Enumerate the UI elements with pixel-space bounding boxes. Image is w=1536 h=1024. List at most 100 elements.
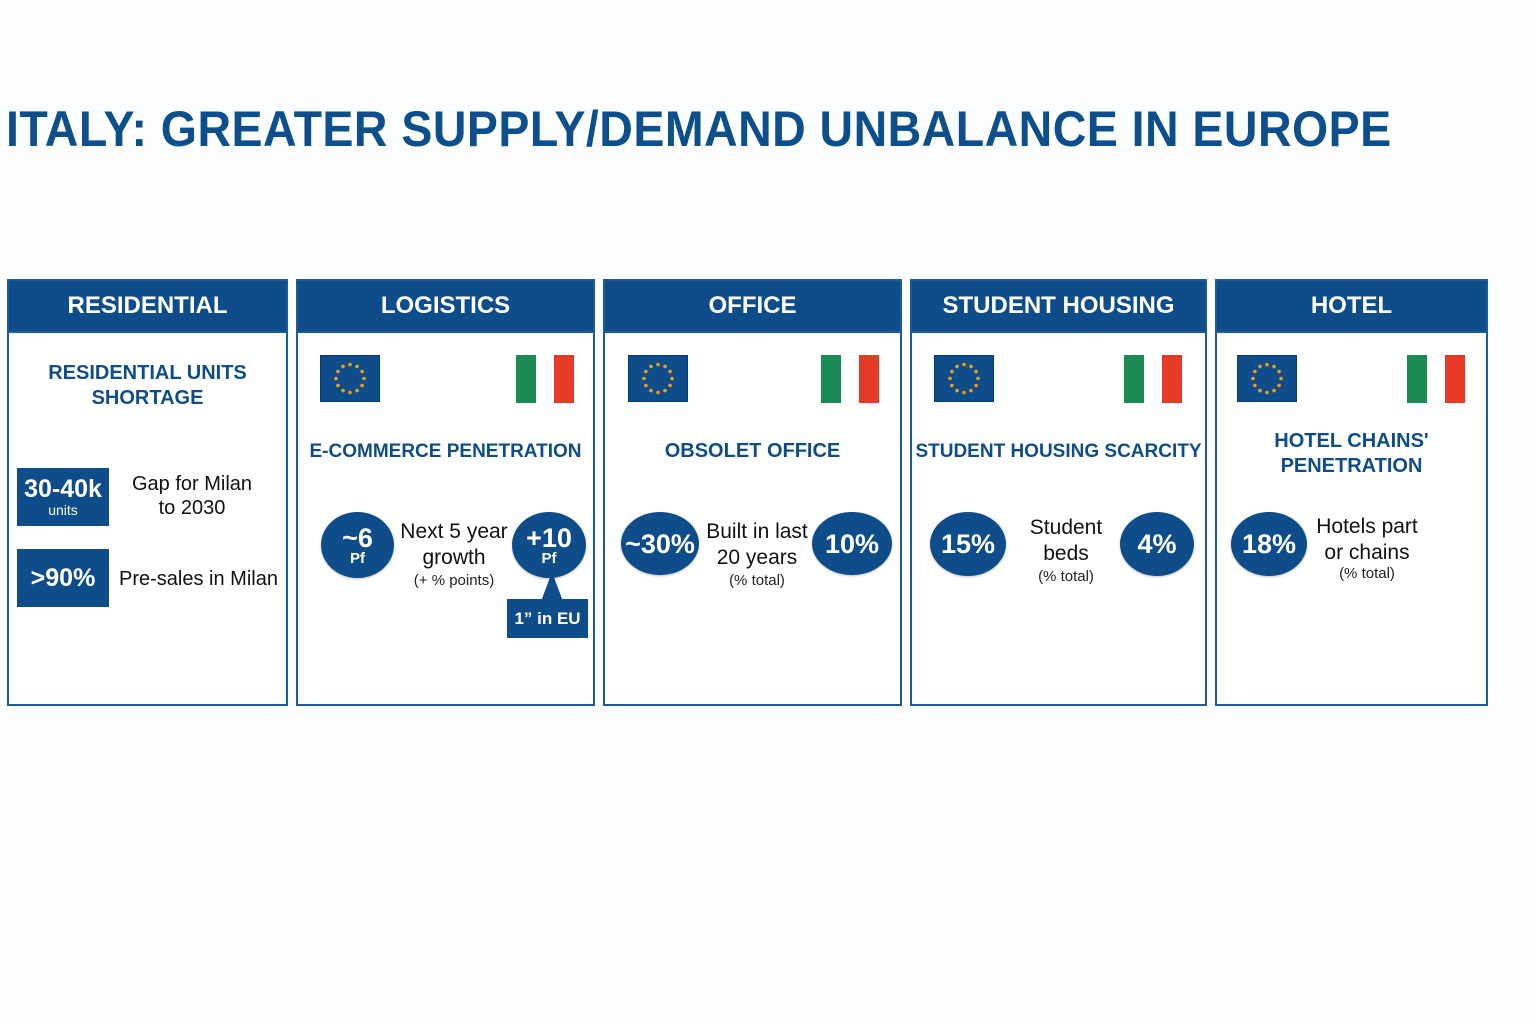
built-label: Built in last 20 years: [699, 519, 815, 571]
eu-star: [1272, 388, 1276, 393]
hotel-value: 18%: [1241, 529, 1297, 559]
eu-star: [1253, 383, 1257, 388]
eu-star: [348, 362, 352, 367]
italy-value: 10%: [824, 528, 880, 559]
panel-subtitle: STUDENT HOUSING SCARCITY: [915, 441, 1202, 462]
eu-star: [334, 376, 338, 381]
panel-subtitle: OBSOLET OFFICE: [664, 440, 841, 462]
presales-badge: >90%: [17, 549, 109, 607]
eu-flag-icon: [320, 355, 380, 402]
eu-star: [642, 376, 646, 381]
eu-value: ~30%: [625, 528, 695, 559]
eu-star: [1277, 383, 1281, 388]
eu-star: [974, 383, 978, 388]
hotels-label: Hotels part or chains: [1307, 514, 1427, 566]
units-gap-unit: units: [48, 502, 78, 518]
panel-subtitle: HOTEL CHAINS' PENETRATION: [1217, 429, 1486, 479]
eu-stars: [1251, 362, 1283, 395]
eu-star: [969, 364, 973, 369]
panel-residential: RESIDENTIAL RESIDENTIAL UNITS SHORTAGE 3…: [7, 279, 288, 706]
label-line: to 2030: [158, 497, 226, 519]
eu-flag-icon: [628, 355, 688, 402]
label-line: Gap for Milan: [131, 473, 253, 495]
eu-star: [950, 369, 954, 374]
eu-star: [336, 369, 340, 374]
eu-star: [955, 388, 959, 393]
italy-flag-icon: [516, 355, 574, 403]
built-note: (% total): [729, 572, 785, 589]
growth-label: Next 5 year growth: [394, 519, 514, 571]
callout-badge: 1” in EU: [507, 599, 588, 638]
eu-star: [1258, 388, 1262, 393]
presales-label: Pre-sales in Milan: [119, 568, 278, 590]
label-line: beds: [1043, 542, 1089, 565]
panel-office: OFFICE OBSOLET OFFICE ~30% Built in last…: [603, 279, 902, 706]
italy-value-circle: 10%: [812, 512, 892, 575]
eu-star: [644, 369, 648, 374]
panel-header: OFFICE: [605, 281, 900, 333]
label-line: Built in last: [706, 520, 808, 543]
eu-star: [962, 362, 966, 367]
eu-star: [348, 390, 352, 395]
eu-star: [663, 364, 667, 369]
eu-star: [362, 376, 366, 381]
eu-star: [976, 376, 980, 381]
beds-label: Student beds: [1008, 515, 1124, 567]
eu-value: ~6: [342, 523, 373, 553]
subtitle-line: PENETRATION: [1280, 455, 1423, 477]
eu-value-circle: ~30%: [621, 512, 699, 575]
label-line: Next 5 year: [400, 520, 508, 543]
eu-star: [360, 369, 364, 374]
eu-star: [360, 383, 364, 388]
eu-star: [1253, 369, 1257, 374]
italy-value: +10: [526, 523, 572, 553]
growth-note: (+ % points): [413, 572, 495, 589]
eu-star: [1251, 376, 1255, 381]
panel-header: STUDENT HOUSING: [912, 281, 1205, 333]
eu-star: [649, 364, 653, 369]
italy-flag-icon: [1124, 355, 1182, 403]
eu-star: [649, 388, 653, 393]
eu-star: [950, 383, 954, 388]
eu-star: [974, 369, 978, 374]
beds-note: (% total): [1038, 568, 1094, 585]
label-line: 20 years: [716, 546, 798, 569]
eu-star: [1258, 364, 1262, 369]
label-line: growth: [422, 546, 486, 569]
eu-star: [948, 376, 952, 381]
eu-star: [670, 376, 674, 381]
eu-star: [355, 388, 359, 393]
eu-star: [341, 364, 345, 369]
eu-star: [668, 383, 672, 388]
eu-value: 15%: [940, 529, 996, 559]
value-circle: 18%: [1231, 512, 1307, 576]
eu-stars: [642, 362, 674, 395]
italy-flag-icon: [1407, 355, 1465, 403]
eu-unit: Pf: [350, 550, 365, 567]
page-title: ITALY: GREATER SUPPLY/DEMAND UNBALANCE I…: [6, 101, 1392, 157]
italy-value-circle: +10 Pf: [512, 512, 586, 578]
hotels-note: (% total): [1339, 565, 1395, 582]
eu-star: [663, 388, 667, 393]
eu-star: [1279, 376, 1283, 381]
units-gap-badge: 30-40k units: [17, 468, 109, 526]
label-line: or chains: [1324, 541, 1410, 564]
presales-value: >90%: [30, 563, 96, 592]
subtitle-line: SHORTAGE: [91, 387, 204, 409]
panel-logistics: LOGISTICS E-COMMERCE PENETRATION ~6 Pf N…: [296, 279, 595, 706]
panel-subtitle: RESIDENTIAL UNITS SHORTAGE: [9, 361, 286, 411]
italy-value: 4%: [1137, 529, 1177, 559]
eu-stars: [334, 362, 366, 395]
units-gap-label: Gap for Milan to 2030: [117, 472, 267, 520]
eu-star: [341, 388, 345, 393]
eu-star: [644, 383, 648, 388]
italy-flag-icon: [821, 355, 879, 403]
eu-value-circle: ~6 Pf: [321, 512, 394, 578]
italy-value-circle: 4%: [1120, 512, 1194, 576]
eu-value-circle: 15%: [930, 512, 1006, 576]
callout-pointer: [540, 572, 564, 604]
eu-star: [668, 369, 672, 374]
eu-flag-icon: [1237, 355, 1297, 402]
units-gap-value: 30-40k: [24, 475, 102, 503]
eu-star: [1277, 369, 1281, 374]
